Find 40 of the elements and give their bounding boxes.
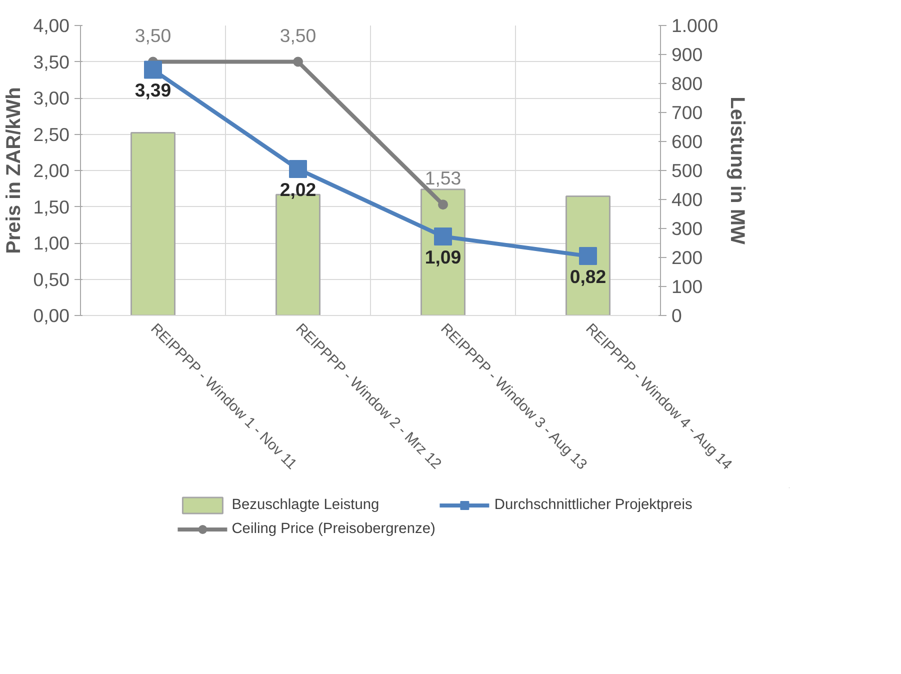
point	[438, 200, 448, 210]
bar	[130, 132, 176, 316]
y2-tick-label: 500	[672, 160, 703, 181]
data-label: 3,39	[134, 80, 172, 101]
y2-tick-label: 900	[672, 44, 703, 65]
y-tick-label: 0,00	[33, 305, 70, 326]
y2-tick-label: 600	[672, 131, 703, 152]
point	[434, 227, 452, 246]
y-tick-label: 3,00	[33, 88, 70, 108]
data-label: 1,09	[424, 246, 462, 268]
data-label: 3,50	[134, 24, 172, 46]
point	[144, 60, 162, 79]
y2-tick-label: 100	[672, 276, 703, 297]
legend-label: Durchschnittlicher Projektpreis	[494, 497, 692, 513]
y-tick-label: 3,50	[33, 51, 70, 72]
y-tick-label: 1,50	[33, 196, 70, 218]
data-label: 2,02	[280, 179, 316, 200]
y2-tick-label: 400	[672, 189, 703, 210]
y-axis-title: Preis in ZAR/kWh	[3, 87, 26, 254]
data-label: 1,53	[424, 168, 462, 189]
point	[293, 56, 303, 67]
y-tick-label: 2,50	[33, 124, 70, 145]
y2-tick-label: 300	[672, 218, 703, 239]
y-tick-label: 2,00	[33, 160, 70, 181]
data-label: 0,82	[570, 266, 606, 288]
bar	[566, 196, 610, 316]
data-label: 3,50	[280, 24, 316, 46]
y2-tick-label: 700	[672, 102, 703, 123]
y2-tick-label: 1.000	[672, 15, 718, 36]
y2-tick-label: 0	[672, 305, 682, 326]
y2-tick-label: 800	[672, 73, 703, 94]
y-tick-label: 1,00	[33, 232, 70, 254]
point	[579, 247, 597, 266]
y2-axis-title: Leistung in MW	[726, 96, 748, 244]
y-tick-label: 0,50	[33, 268, 70, 290]
y2-tick-label: 200	[672, 247, 703, 268]
legend-label: Bezuschlagte Leistung	[232, 497, 380, 513]
point	[289, 160, 307, 178]
y-tick-label: 4,00	[33, 15, 70, 36]
legend-label: Ceiling Price (Preisobergrenze)	[232, 521, 436, 537]
